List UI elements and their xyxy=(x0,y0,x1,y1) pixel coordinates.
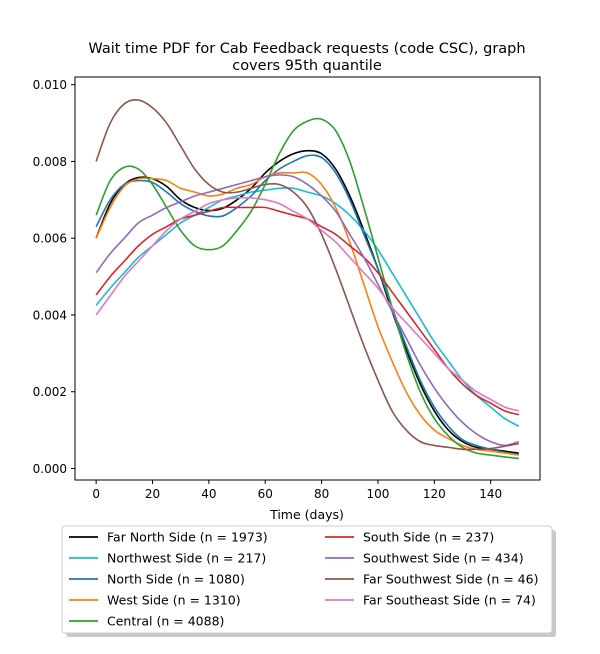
series-line-7 xyxy=(95,99,520,451)
legend-items: Far North Side (n = 1973) Northwest Side … xyxy=(69,530,538,629)
x-tick-label-7: 140 xyxy=(479,487,502,501)
axis-layer: 0 20 40 60 80 100 120 140 0.000 0.002 0.004 0.006 0.… xyxy=(33,78,502,501)
y-tick-label-3: 0.006 xyxy=(33,232,67,246)
x-tick-label-1: 20 xyxy=(145,487,160,501)
series-line-3 xyxy=(95,171,519,456)
x-tick-label-3: 60 xyxy=(258,487,273,501)
legend: Far North Side (n = 1973) Northwest Side … xyxy=(61,525,556,637)
legend-label-0: Far North Side (n = 1973) xyxy=(107,530,268,545)
y-tick-label-0: 0.000 xyxy=(33,462,67,476)
y-tick-label-1: 0.002 xyxy=(33,385,67,399)
series-line-6 xyxy=(95,174,520,447)
x-tick-label-2: 40 xyxy=(201,487,216,501)
legend-label-1: Northwest Side (n = 217) xyxy=(107,551,266,566)
legend-box xyxy=(61,525,553,634)
chart-title-line2: covers 95th quantile xyxy=(232,58,382,74)
legend-label-7: Far Southwest Side (n = 46) xyxy=(363,572,538,587)
y-tick-label-5: 0.010 xyxy=(33,78,67,92)
y-tick-label-2: 0.004 xyxy=(33,308,67,322)
series-line-2 xyxy=(95,154,519,456)
x-tick-label-6: 120 xyxy=(423,487,446,501)
x-tick-label-5: 100 xyxy=(367,487,390,501)
chart-title-line1: Wait time PDF for Cab Feedback requests … xyxy=(88,41,525,57)
legend-label-4: Central (n = 4088) xyxy=(107,614,224,629)
plot-layer xyxy=(95,99,520,460)
legend-label-2: North Side (n = 1080) xyxy=(107,572,245,587)
x-axis-label: Time (days) xyxy=(269,507,344,522)
plot-frame xyxy=(74,76,541,481)
legend-label-3: West Side (n = 1310) xyxy=(107,593,241,608)
x-tick-label-4: 80 xyxy=(314,487,329,501)
legend-label-8: Far Southeast Side (n = 74) xyxy=(363,593,536,608)
legend-label-6: Southwest Side (n = 434) xyxy=(363,551,524,566)
series-line-8 xyxy=(95,196,520,412)
x-tick-label-0: 0 xyxy=(92,487,100,501)
y-tick-label-4: 0.008 xyxy=(33,155,67,169)
series-line-1 xyxy=(95,187,520,427)
series-line-0 xyxy=(95,149,519,454)
legend-label-5: South Side (n = 237) xyxy=(363,530,494,545)
